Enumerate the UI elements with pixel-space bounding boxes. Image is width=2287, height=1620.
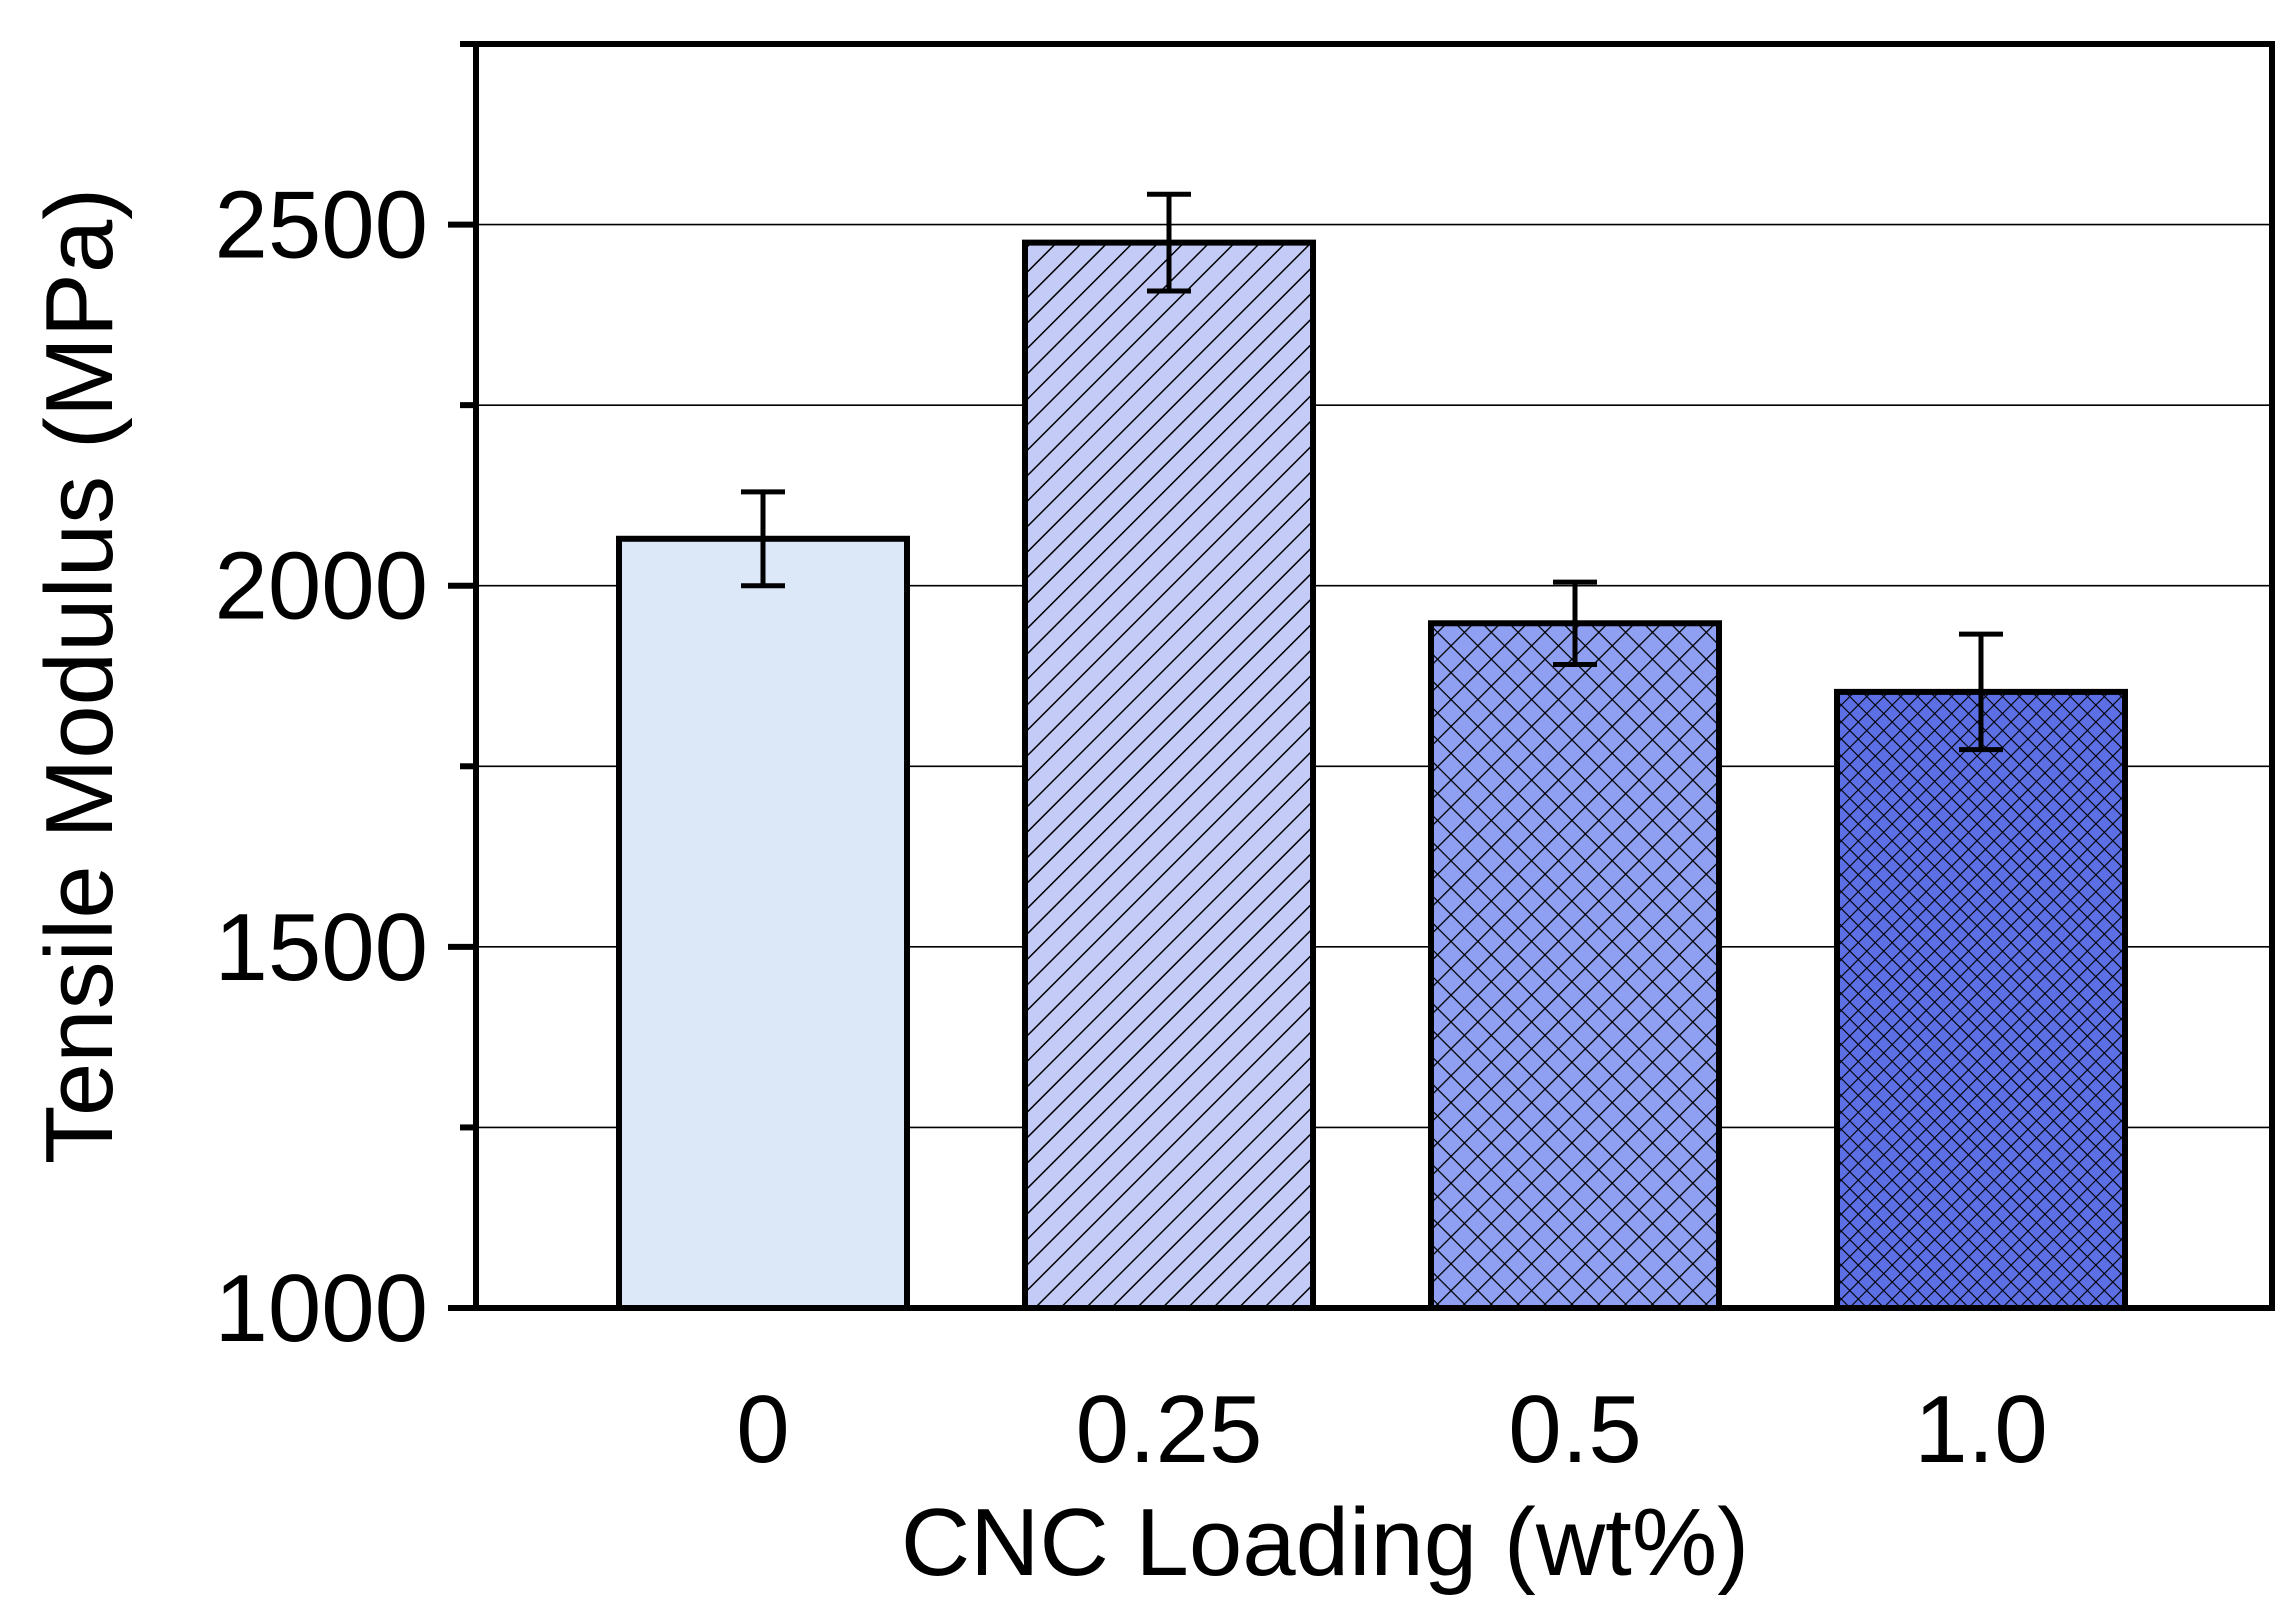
y-tick-label-2500: 2500 <box>214 172 428 279</box>
bar-fill-0 <box>619 538 907 1308</box>
x-tick-label-0: 0 <box>736 1376 789 1483</box>
x-tick-labels: 0 0.25 0.5 1.0 <box>736 1376 2047 1483</box>
bar-pattern-1.0 <box>1837 691 2125 1308</box>
bar-pattern-0.25 <box>1025 242 1313 1309</box>
error-bars <box>741 191 2003 753</box>
y-tick-label-1000: 1000 <box>214 1255 428 1362</box>
error-bar-0.25 <box>1147 191 1191 294</box>
error-bar-0.5 <box>1553 579 1597 667</box>
y-tick-labels: 1000 1500 2000 2500 <box>214 172 428 1362</box>
y-tick-label-1500: 1500 <box>214 894 428 1001</box>
x-tick-label-0.5: 0.5 <box>1508 1376 1641 1483</box>
y-axis-label: Tensile Modulus (MPa) <box>26 188 133 1164</box>
plot-frame <box>473 41 2275 1311</box>
bars <box>616 239 2128 1312</box>
error-bar-0 <box>741 489 785 589</box>
axis-ticks <box>448 41 476 1311</box>
x-tick-label-1.0: 1.0 <box>1914 1376 2047 1483</box>
y-tick-label-2000: 2000 <box>214 533 428 640</box>
x-tick-label-0.25: 0.25 <box>1076 1376 1263 1483</box>
error-bar-1.0 <box>1959 631 2003 753</box>
bar-pattern-0.5 <box>1431 623 1719 1308</box>
x-axis-label: CNC Loading (wt%) <box>901 1489 1749 1596</box>
